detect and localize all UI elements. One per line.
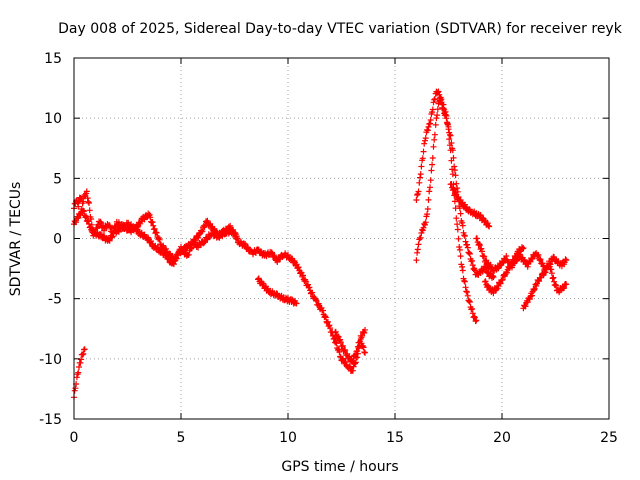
y-tick-label: -5 xyxy=(48,292,62,308)
data-point-markers xyxy=(71,188,369,374)
data-point-markers xyxy=(255,275,300,307)
series-arc-j xyxy=(481,244,527,297)
y-axis-title: SDTVAR / TECUs xyxy=(8,182,24,297)
x-tick-label: 20 xyxy=(493,430,511,446)
y-tick-label: 5 xyxy=(53,171,62,187)
y-tick-label: 10 xyxy=(44,111,62,127)
data-point-markers xyxy=(447,181,493,230)
x-axis-title: GPS time / hours xyxy=(281,459,398,475)
series-arc-k xyxy=(520,258,570,312)
grid xyxy=(74,58,609,419)
data-point-markers xyxy=(413,88,480,325)
chart-title: Day 008 of 2025, Sidereal Day-to-day VTE… xyxy=(58,21,623,37)
x-tick-label: 10 xyxy=(279,430,297,446)
series-arc-b xyxy=(71,188,369,374)
data-point-markers xyxy=(520,258,570,312)
y-tick-label: -15 xyxy=(39,412,62,428)
series-arc-g xyxy=(413,97,497,281)
data-point-markers xyxy=(413,97,497,281)
x-tick-label: 15 xyxy=(386,430,404,446)
axis-ticks: 0 5 10 15 20 25 -15 -10 -5 0 5 10 15 xyxy=(39,51,618,446)
series-arc-e xyxy=(332,326,369,366)
y-tick-label: 0 xyxy=(53,232,62,248)
x-tick-label: 0 xyxy=(70,430,79,446)
data-points xyxy=(71,88,570,401)
series-arc-d xyxy=(255,275,300,307)
data-point-markers xyxy=(481,244,527,297)
x-tick-label: 5 xyxy=(177,430,186,446)
x-tick-label: 25 xyxy=(600,430,618,446)
series-arc-h xyxy=(447,181,493,230)
data-point-markers xyxy=(332,326,369,366)
series-arc-f xyxy=(413,88,480,325)
y-tick-label: 15 xyxy=(44,51,62,67)
y-tick-label: -10 xyxy=(39,352,62,368)
